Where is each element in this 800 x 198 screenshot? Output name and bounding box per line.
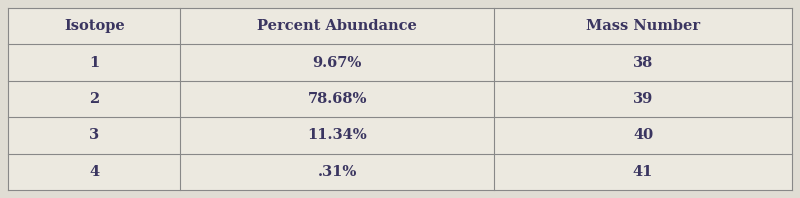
Text: Isotope: Isotope bbox=[64, 19, 125, 33]
Text: 3: 3 bbox=[89, 129, 99, 142]
Text: .31%: .31% bbox=[318, 165, 357, 179]
Text: 2: 2 bbox=[89, 92, 99, 106]
Text: 11.34%: 11.34% bbox=[307, 129, 367, 142]
Text: 39: 39 bbox=[633, 92, 653, 106]
Text: 9.67%: 9.67% bbox=[313, 56, 362, 69]
Text: 38: 38 bbox=[633, 56, 653, 69]
Text: 40: 40 bbox=[633, 129, 653, 142]
Text: 78.68%: 78.68% bbox=[307, 92, 367, 106]
Text: 1: 1 bbox=[89, 56, 99, 69]
Text: Mass Number: Mass Number bbox=[586, 19, 700, 33]
Text: Percent Abundance: Percent Abundance bbox=[258, 19, 418, 33]
Text: 4: 4 bbox=[89, 165, 99, 179]
Text: 41: 41 bbox=[633, 165, 654, 179]
